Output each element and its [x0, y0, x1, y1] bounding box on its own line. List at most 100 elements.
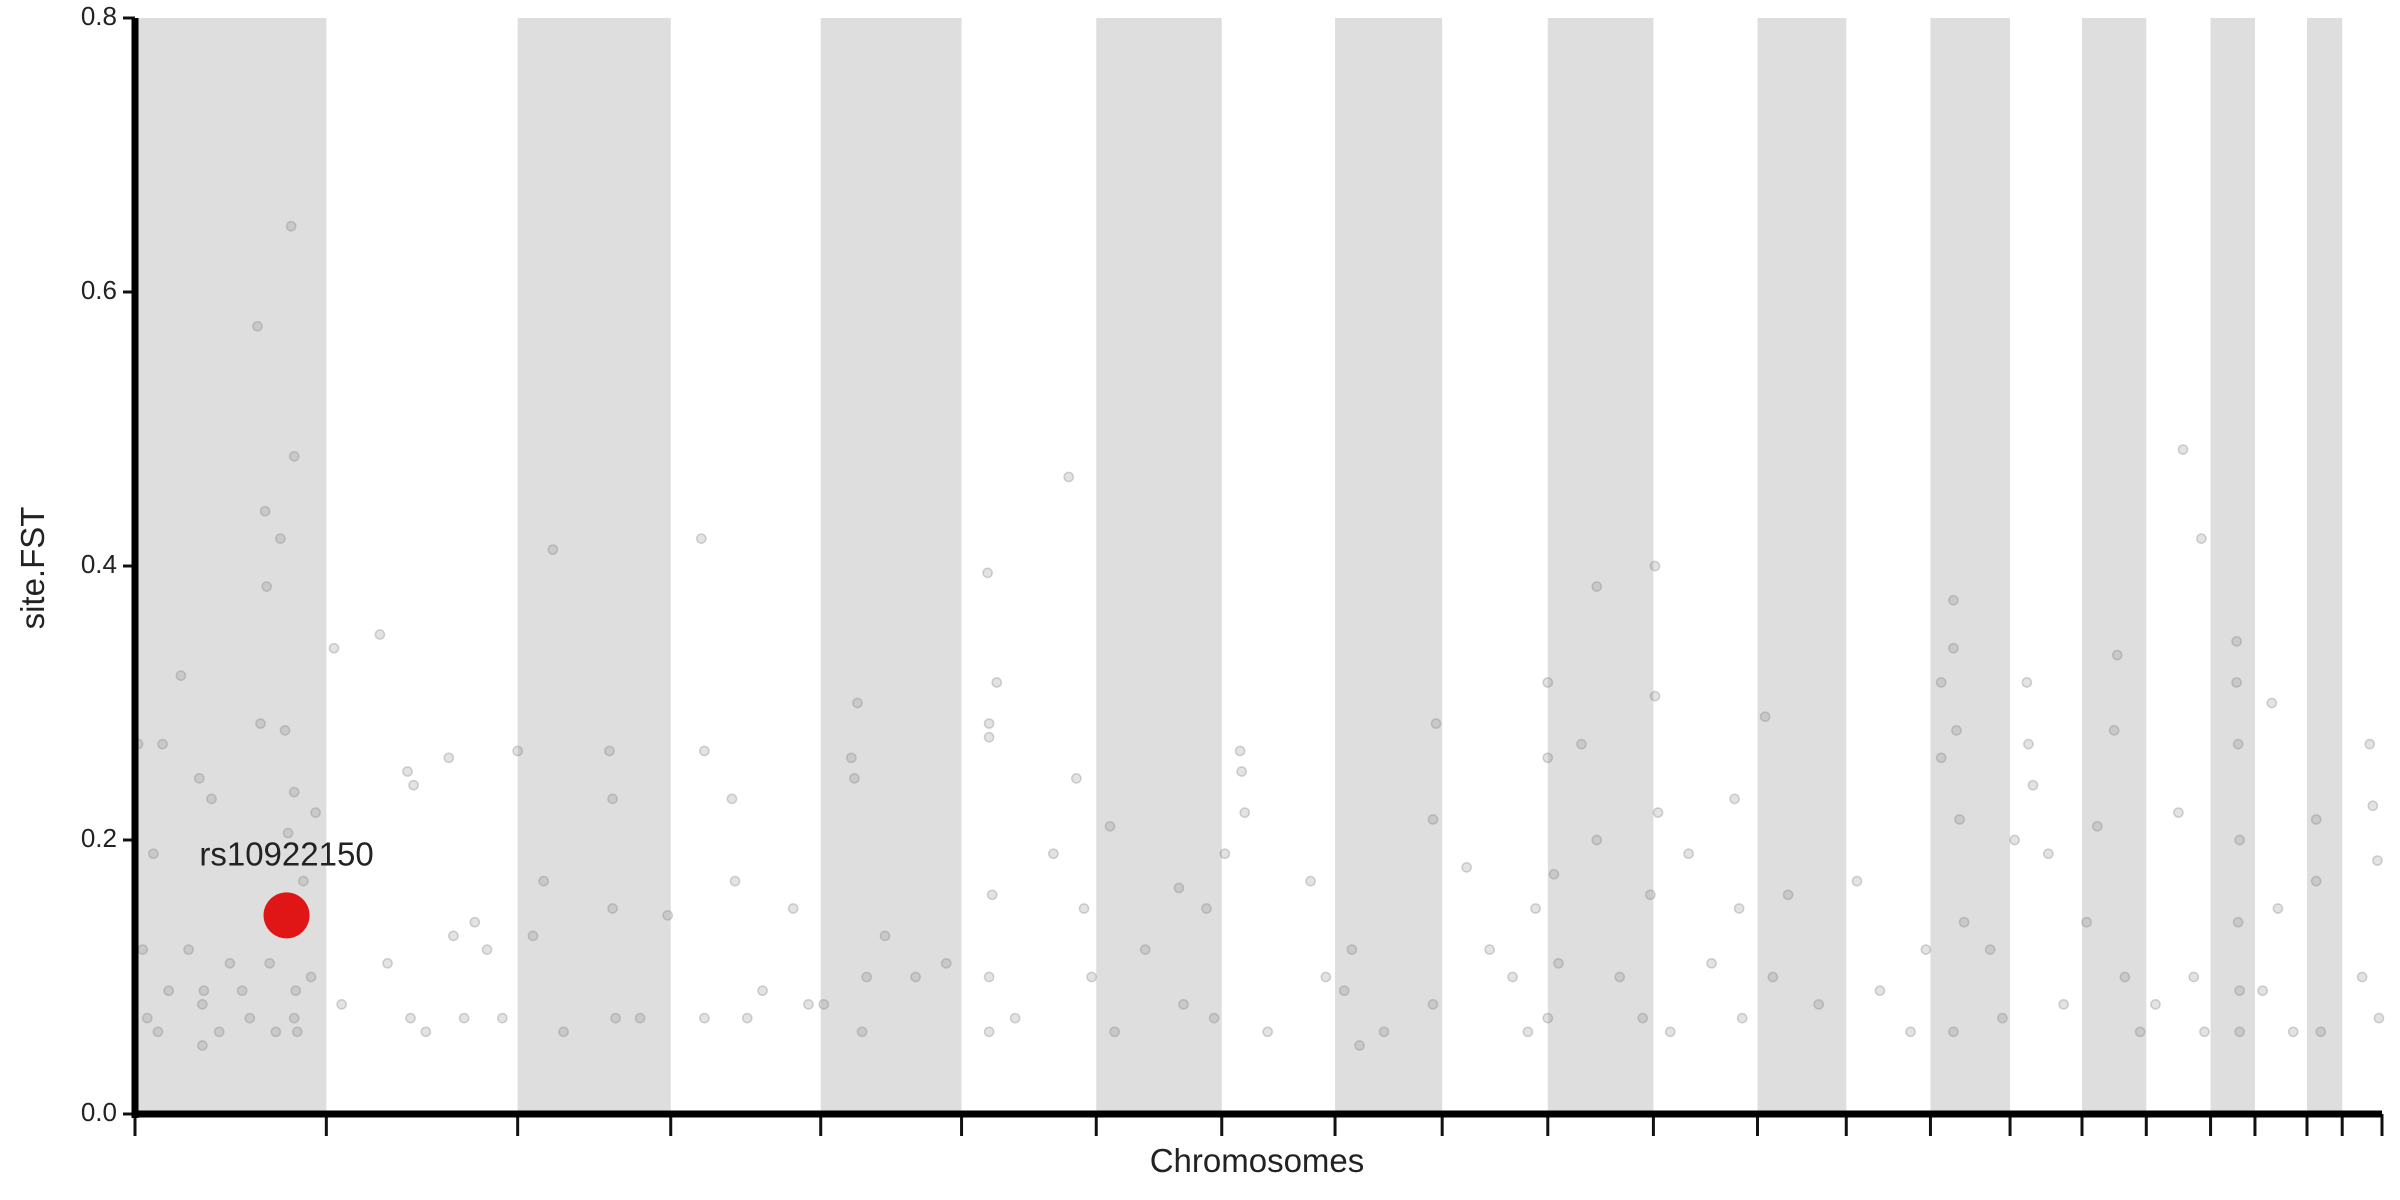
data-point — [236, 985, 248, 997]
data-point — [2199, 1026, 2210, 1038]
data-point — [288, 786, 300, 798]
data-point — [1071, 773, 1082, 784]
data-point — [2134, 1026, 2146, 1038]
y-tick-label: 0.6 — [81, 275, 117, 305]
data-point — [448, 930, 459, 942]
data-point — [879, 930, 891, 942]
data-point — [1320, 971, 1332, 983]
data-point — [2232, 738, 2244, 750]
data-point — [148, 848, 159, 860]
chromosome-band — [2081, 18, 2147, 1114]
data-point — [1874, 985, 1886, 997]
data-point — [1048, 848, 1059, 860]
data-point — [1484, 944, 1495, 955]
data-point — [469, 916, 481, 928]
data-point — [1086, 971, 1098, 983]
data-point — [2009, 834, 2020, 846]
data-point — [1649, 560, 1661, 572]
data-point — [1104, 820, 1116, 832]
data-point — [1813, 999, 1825, 1010]
data-point — [1009, 1012, 1021, 1024]
annotation-label: rs10922150 — [199, 835, 373, 872]
chromosome-band — [1096, 18, 1222, 1114]
y-tick-label: 0.0 — [81, 1097, 117, 1127]
data-point — [1346, 944, 1358, 955]
data-point — [607, 903, 618, 914]
data-point — [1507, 971, 1518, 983]
data-point — [175, 670, 187, 681]
data-point — [1649, 690, 1661, 702]
data-point — [310, 807, 321, 818]
data-point — [2234, 985, 2245, 997]
data-point — [288, 1012, 300, 1024]
data-point — [983, 971, 995, 983]
data-point — [285, 220, 297, 232]
data-point — [1920, 944, 1932, 955]
data-point — [983, 731, 995, 743]
data-point — [2272, 903, 2284, 914]
data-point — [336, 999, 347, 1010]
data-point — [986, 889, 998, 901]
data-point — [610, 1012, 621, 1024]
highlight-point — [263, 892, 310, 939]
data-point — [1338, 985, 1350, 997]
data-point — [818, 999, 830, 1010]
data-point — [420, 1026, 432, 1038]
data-point — [2023, 738, 2034, 750]
data-point — [607, 793, 618, 805]
data-point — [374, 629, 386, 640]
data-point — [1576, 738, 1587, 750]
data-point — [1262, 1026, 1274, 1038]
data-point — [982, 567, 993, 579]
data-point — [2367, 800, 2379, 812]
data-point — [1542, 752, 1554, 764]
data-point — [405, 1012, 416, 1024]
data-point — [458, 1012, 470, 1024]
data-point — [196, 999, 208, 1010]
data-point — [1644, 889, 1656, 901]
data-point — [1706, 957, 1717, 969]
data-point — [2173, 807, 2184, 818]
data-point — [1935, 677, 1947, 688]
data-point — [2042, 848, 2054, 860]
data-point — [803, 999, 814, 1010]
data-point — [940, 957, 952, 969]
data-point — [2058, 999, 2069, 1010]
data-point — [481, 944, 493, 955]
data-point — [1958, 916, 1970, 928]
data-point — [137, 944, 149, 955]
data-point — [699, 745, 710, 757]
data-point — [2266, 697, 2278, 709]
data-point — [206, 793, 217, 805]
data-point — [1173, 882, 1185, 894]
data-point — [2119, 971, 2131, 983]
data-point — [861, 971, 873, 983]
data-point — [983, 718, 995, 729]
data-point — [1427, 999, 1439, 1010]
data-point — [991, 677, 1003, 688]
data-point — [497, 1012, 508, 1024]
data-point — [1542, 677, 1554, 688]
data-point — [1378, 1026, 1390, 1038]
data-point — [1948, 1026, 1959, 1038]
chromosome-band — [820, 18, 962, 1114]
data-point — [163, 985, 175, 997]
data-point — [1851, 875, 1863, 887]
data-point — [1430, 718, 1442, 729]
data-point — [2234, 1026, 2245, 1038]
data-point — [983, 1026, 995, 1038]
data-point — [634, 1012, 646, 1024]
data-point — [196, 1040, 208, 1051]
data-point — [1219, 848, 1231, 860]
data-point — [261, 581, 272, 592]
data-point — [252, 320, 263, 332]
data-point — [1234, 745, 1246, 757]
data-point — [1201, 903, 1212, 914]
data-point — [1767, 971, 1779, 983]
data-point — [1935, 752, 1947, 764]
y-tick-label: 0.4 — [81, 549, 117, 579]
chromosome-band — [1335, 18, 1443, 1114]
data-point — [198, 985, 210, 997]
data-point — [2150, 999, 2161, 1010]
